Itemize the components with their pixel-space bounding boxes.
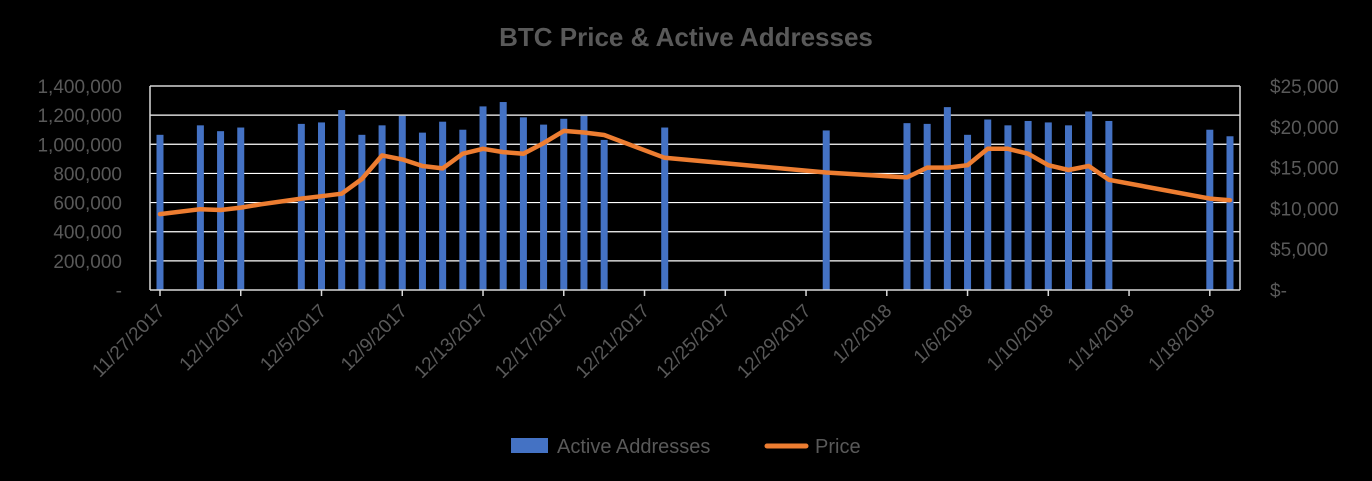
bar-active-addresses (459, 129, 467, 290)
bar-active-addresses (318, 122, 326, 290)
bar-active-addresses (1105, 120, 1113, 290)
left-axis-tick-label: - (116, 281, 122, 302)
right-axis-tick-label: $25,000 (1270, 77, 1339, 98)
bar-active-addresses (1226, 136, 1234, 290)
bar-active-addresses (540, 124, 548, 290)
left-axis-ticks: - 200,000 400,000 600,000 800,000 1,000,000 1,… (37, 77, 122, 302)
left-axis-tick-label: 1,000,000 (37, 135, 122, 156)
bar-active-addresses (943, 107, 951, 290)
bar-active-addresses (923, 123, 931, 290)
bar-series-active-addresses (156, 102, 1234, 291)
right-axis-ticks: $- $5,000 $10,000 $15,000 $20,000 $25,000 (1270, 77, 1339, 302)
line-series-price (157, 128, 1233, 217)
bar-active-addresses (964, 134, 972, 290)
left-axis-tick-label: 800,000 (53, 164, 122, 185)
right-axis-tick-label: $- (1270, 281, 1287, 302)
legend: Active Addresses Price (511, 436, 861, 458)
left-axis-tick-label: 1,200,000 (37, 106, 122, 127)
bar-active-addresses (519, 117, 527, 290)
bar-active-addresses (1024, 120, 1032, 290)
bar-active-addresses (984, 119, 992, 290)
chart-title: BTC Price & Active Addresses (499, 22, 873, 52)
axes (149, 86, 1241, 291)
right-axis-tick-label: $10,000 (1270, 199, 1339, 220)
bar-active-addresses (499, 102, 507, 291)
right-axis-tick-label: $15,000 (1270, 159, 1339, 180)
right-axis-tick-label: $5,000 (1270, 240, 1328, 261)
price-line (157, 128, 1233, 217)
bar-active-addresses (1044, 122, 1052, 290)
legend-label-price: Price (815, 436, 861, 458)
bar-active-addresses (439, 121, 447, 290)
bar-active-addresses (822, 130, 830, 290)
bar-active-addresses (1085, 111, 1093, 290)
legend-swatch-active-addresses (511, 438, 548, 453)
bar-active-addresses (479, 106, 487, 291)
bar-active-addresses (903, 123, 911, 291)
bar-active-addresses (378, 125, 386, 290)
left-axis-tick-label: 200,000 (53, 252, 122, 273)
bar-active-addresses (1064, 125, 1072, 290)
bar-active-addresses (580, 115, 588, 290)
bar-active-addresses (418, 132, 426, 290)
bar-active-addresses (1206, 129, 1214, 290)
left-axis-tick-label: 400,000 (53, 223, 122, 244)
bar-active-addresses (560, 118, 568, 291)
bar-active-addresses (297, 123, 305, 290)
bar-active-addresses (1004, 125, 1012, 290)
left-axis-tick-label: 600,000 (53, 194, 122, 215)
right-axis-tick-label: $20,000 (1270, 118, 1339, 139)
bar-active-addresses (398, 115, 406, 290)
bar-active-addresses (661, 127, 669, 291)
bar-active-addresses (358, 134, 366, 290)
left-axis-tick-label: 1,400,000 (37, 77, 122, 98)
legend-label-active-addresses: Active Addresses (557, 436, 710, 458)
bar-active-addresses (338, 110, 346, 291)
bar-active-addresses (600, 139, 608, 290)
gridlines (150, 85, 1240, 262)
